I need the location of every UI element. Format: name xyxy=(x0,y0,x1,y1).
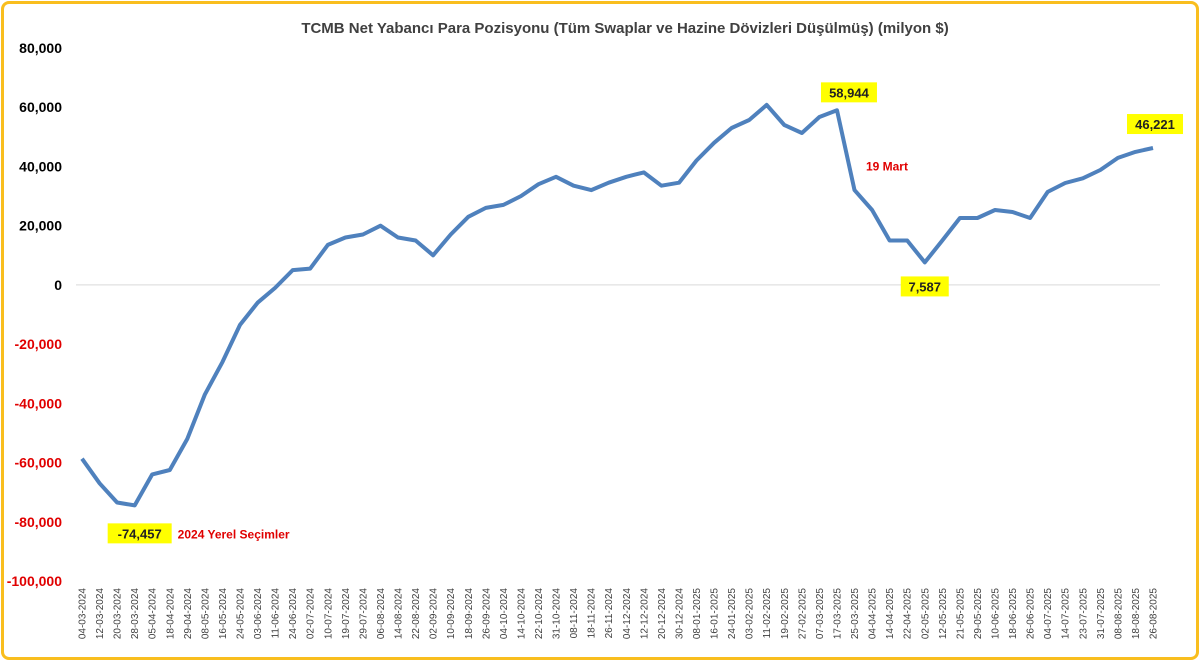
y-tick-label: -80,000 xyxy=(15,514,63,530)
x-tick-label: 24-05-2024 xyxy=(236,588,247,640)
annotation-label: 7,587 xyxy=(908,279,941,294)
x-tick-label: 10-06-2025 xyxy=(990,588,1001,640)
x-tick-label: 31-10-2024 xyxy=(552,588,563,640)
x-tick-label: 12-12-2024 xyxy=(639,588,650,640)
x-tick-label: 26-11-2024 xyxy=(604,588,615,639)
annotation-label: 46,221 xyxy=(1135,117,1175,132)
x-tick-label: 10-09-2024 xyxy=(446,588,457,640)
y-tick-label: 0 xyxy=(54,277,62,293)
x-tick-label: 03-02-2025 xyxy=(745,588,756,640)
chart-title: TCMB Net Yabancı Para Pozisyonu (Tüm Swa… xyxy=(301,20,948,37)
annotation-note: 2024 Yerel Seçimler xyxy=(178,527,290,541)
x-tick-label: 14-07-2025 xyxy=(1061,588,1072,640)
x-tick-label: 20-03-2024 xyxy=(113,588,124,640)
y-tick-label: -20,000 xyxy=(15,336,63,352)
x-tick-label: 19-02-2025 xyxy=(780,588,791,640)
x-tick-label: 19-07-2024 xyxy=(341,588,352,640)
x-tick-label: 16-05-2024 xyxy=(218,588,229,640)
annotation-highlight xyxy=(1127,114,1183,135)
x-tick-label: 18-11-2024 xyxy=(587,588,598,639)
x-tick-label: 04-10-2024 xyxy=(499,588,510,640)
x-tick-label: 23-07-2025 xyxy=(1078,588,1089,640)
y-tick-label: -40,000 xyxy=(15,395,63,411)
x-tick-label: 16-01-2025 xyxy=(710,588,721,640)
x-tick-label: 02-07-2024 xyxy=(306,588,317,640)
x-tick-label: 06-08-2024 xyxy=(376,588,387,640)
x-tick-label: 07-03-2025 xyxy=(815,588,826,640)
x-tick-label: 26-08-2025 xyxy=(1149,588,1160,640)
x-tick-label: 29-07-2024 xyxy=(358,588,369,640)
x-tick-label: 14-10-2024 xyxy=(516,588,527,640)
x-tick-label: 02-09-2024 xyxy=(429,588,440,640)
x-tick-label: 17-03-2025 xyxy=(832,588,843,640)
x-tick-label: 08-01-2025 xyxy=(692,588,703,640)
x-tick-label: 04-04-2025 xyxy=(868,588,879,640)
y-tick-label: -100,000 xyxy=(7,573,62,589)
x-tick-label: 26-06-2025 xyxy=(1026,588,1037,640)
y-tick-label: 40,000 xyxy=(19,158,62,174)
x-tick-label: 08-11-2024 xyxy=(569,588,580,639)
x-tick-label: 18-04-2024 xyxy=(165,588,176,640)
x-tick-label: 25-03-2025 xyxy=(850,588,861,640)
annotation-highlight xyxy=(820,82,877,103)
annotation-highlight xyxy=(107,523,172,544)
x-tick-label: 03-06-2024 xyxy=(253,588,264,640)
x-tick-label: 22-10-2024 xyxy=(534,588,545,640)
x-tick-label: 28-03-2024 xyxy=(130,588,141,640)
x-tick-label: 22-08-2024 xyxy=(411,588,422,640)
x-tick-label: 12-05-2025 xyxy=(938,588,949,640)
x-tick-label: 18-08-2025 xyxy=(1131,588,1142,640)
x-tick-label: 31-07-2025 xyxy=(1096,588,1107,640)
x-tick-label: 11-02-2025 xyxy=(762,588,773,639)
x-tick-label: 18-09-2024 xyxy=(464,588,475,640)
x-tick-label: 18-06-2025 xyxy=(1008,588,1019,640)
x-tick-label: 12-03-2024 xyxy=(95,588,106,640)
x-tick-label: 21-05-2025 xyxy=(955,588,966,640)
annotation-note: 19 Mart xyxy=(866,159,908,173)
x-tick-label: 11-06-2024 xyxy=(271,588,282,639)
x-tick-label: 29-05-2025 xyxy=(973,588,984,640)
x-tick-label: 24-06-2024 xyxy=(288,588,299,640)
x-tick-label: 30-12-2024 xyxy=(674,588,685,640)
x-tick-label: 08-05-2024 xyxy=(200,588,211,640)
x-tick-label: 04-03-2024 xyxy=(78,588,89,640)
x-tick-label: 26-09-2024 xyxy=(481,588,492,640)
y-tick-label: 80,000 xyxy=(19,40,62,56)
x-tick-label: 22-04-2025 xyxy=(903,588,914,640)
x-tick-label: 27-02-2025 xyxy=(797,588,808,640)
x-tick-label: 24-01-2025 xyxy=(727,588,738,640)
x-tick-label: 04-07-2025 xyxy=(1043,588,1054,640)
y-tick-label: 60,000 xyxy=(19,99,62,115)
y-tick-label: -60,000 xyxy=(15,455,63,471)
annotation-label: -74,457 xyxy=(118,526,162,541)
x-tick-label: 04-12-2024 xyxy=(622,588,633,640)
annotation-label: 58,944 xyxy=(829,85,870,100)
x-tick-label: 02-05-2025 xyxy=(920,588,931,640)
series-line xyxy=(80,102,1154,508)
y-tick-label: 20,000 xyxy=(19,218,62,234)
x-tick-label: 05-04-2024 xyxy=(148,588,159,640)
x-tick-label: 10-07-2024 xyxy=(323,588,334,640)
x-tick-label: 20-12-2024 xyxy=(657,588,668,640)
x-tick-label: 29-04-2024 xyxy=(183,588,194,640)
x-tick-label: 14-04-2025 xyxy=(885,588,896,640)
x-tick-label: 08-08-2025 xyxy=(1113,588,1124,640)
x-tick-label: 14-08-2024 xyxy=(394,588,405,640)
annotation-highlight xyxy=(900,276,949,297)
